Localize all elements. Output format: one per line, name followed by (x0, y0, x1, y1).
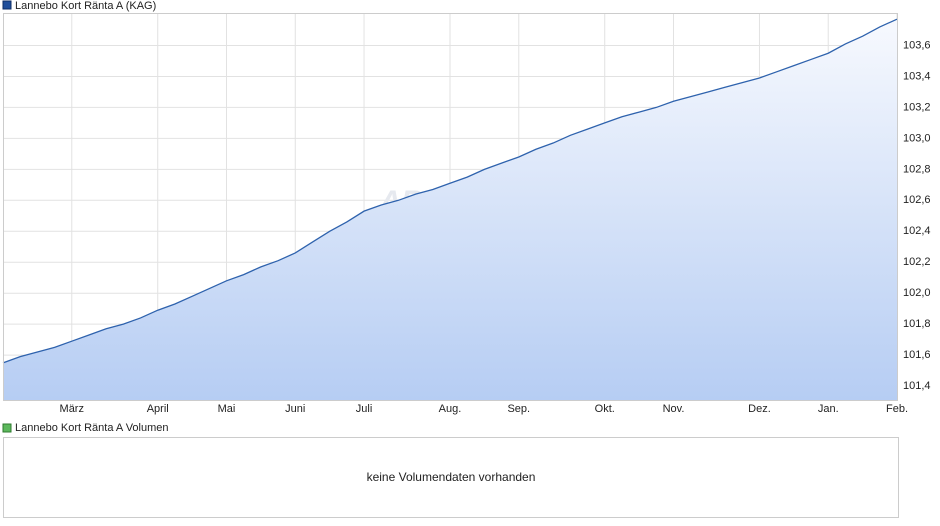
y-tick-label: 103,2 (903, 101, 931, 113)
legend-swatch (2, 423, 12, 433)
x-tick-label: Feb. (886, 403, 908, 415)
x-tick-label: Sep. (507, 403, 530, 415)
x-tick-label: März (60, 403, 84, 415)
y-tick-label: 101,8 (903, 318, 931, 330)
y-tick-label: 103,6 (903, 39, 931, 51)
y-tick-label: 101,4 (903, 380, 931, 392)
no-data-message: keine Volumendaten vorhanden (367, 470, 536, 484)
x-tick-label: Juni (285, 403, 305, 415)
x-tick-label: Okt. (595, 403, 615, 415)
volume-box (3, 437, 899, 518)
y-tick-label: 102,4 (903, 225, 931, 237)
y-tick-label: 102,6 (903, 194, 931, 206)
y-tick-label: 101,6 (903, 349, 931, 361)
legend-swatch (2, 0, 12, 10)
x-tick-label: Nov. (663, 403, 685, 415)
legend-label: Lannebo Kort Ränta A (KAG) (15, 0, 156, 12)
x-tick-label: April (147, 403, 169, 415)
x-tick-label: Aug. (439, 403, 462, 415)
plot-border (3, 13, 898, 401)
line (2, 18, 898, 364)
y-tick-label: 102,2 (903, 256, 931, 268)
x-tick-label: Mai (218, 403, 236, 415)
y-tick-label: 103,0 (903, 132, 931, 144)
y-tick-label: 102,0 (903, 287, 931, 299)
legend-label: Lannebo Kort Ränta A Volumen (15, 422, 169, 434)
area (3, 19, 897, 401)
x-tick-label: Jan. (818, 403, 839, 415)
x-tick-label: Juli (356, 403, 373, 415)
y-tick-label: 103,4 (903, 70, 931, 82)
x-tick-label: Dez. (748, 403, 771, 415)
y-tick-label: 102,8 (903, 163, 931, 175)
